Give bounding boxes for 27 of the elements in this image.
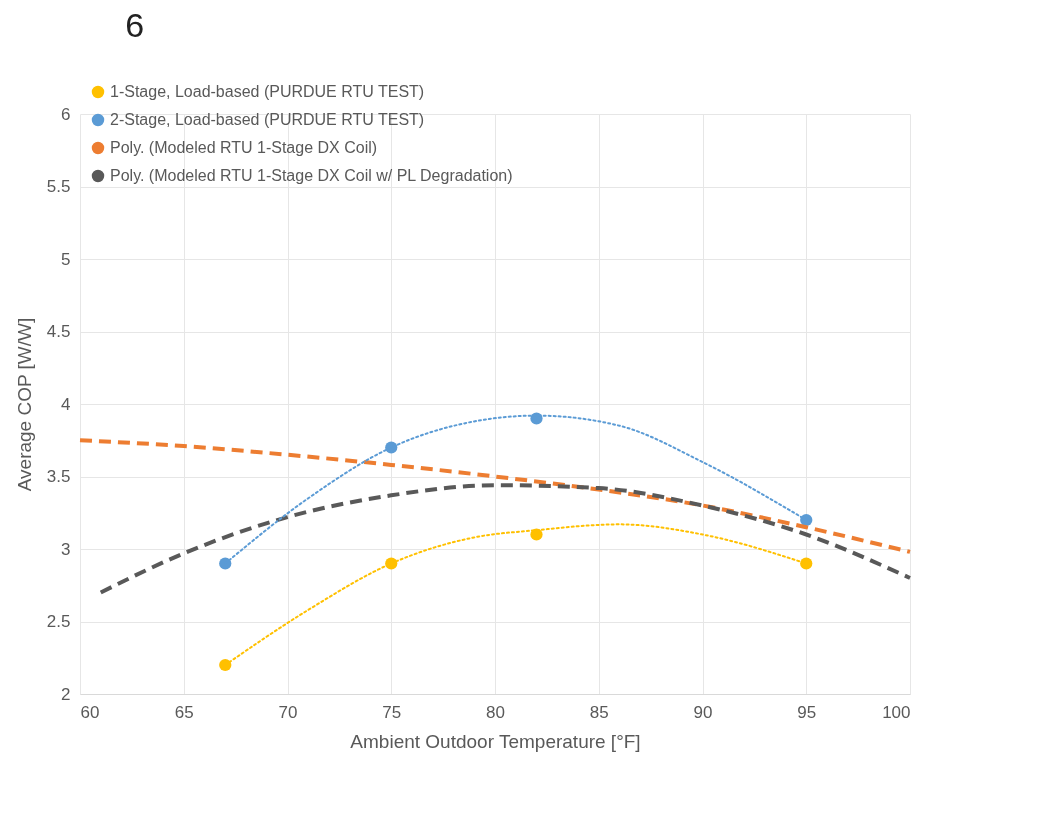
- x-axis-title: Ambient Outdoor Temperature [°F]: [350, 730, 641, 752]
- x-tick-label: 85: [589, 702, 609, 722]
- text: 6: [125, 6, 145, 44]
- legend-label: 2-Stage, Load-based (PURDUE RTU TEST): [110, 111, 425, 128]
- y-tick-label: 2: [61, 684, 71, 704]
- y-tick-label: 5.5: [46, 177, 71, 196]
- legend-label: Poly. (Modeled RTU 1-Stage DX Coil w/ PL Degradation): [110, 167, 513, 184]
- x-tick-label: 65: [174, 702, 194, 722]
- x-tick-label: 60: [80, 702, 100, 722]
- legend-label: 1-Stage, Load-based (PURDUE RTU TEST): [110, 83, 425, 100]
- y-tick-label: 4.5: [46, 322, 71, 341]
- legend-label: Poly. (Modeled RTU 1-Stage DX Coil): [110, 139, 378, 156]
- x-tick-label: 95: [797, 702, 817, 722]
- line-series: [78, 438, 912, 554]
- x-tick-label: 80: [486, 702, 505, 722]
- x-tick-label: 90: [693, 702, 713, 722]
- x-tick-label: 75: [382, 702, 402, 722]
- x-tick-label: 100: [882, 702, 911, 722]
- y-tick-label: 3: [61, 539, 71, 559]
- x-tick-label: 70: [278, 702, 298, 722]
- y-axis-title: Average COP [W/W]: [13, 317, 35, 492]
- y-tick-label: 2.5: [46, 612, 71, 631]
- y-tick-label: 6: [61, 104, 71, 124]
- y-tick-label: 4: [61, 394, 71, 414]
- y-tick-label: 3.5: [46, 467, 71, 486]
- y-tick-label: 5: [61, 249, 71, 269]
- line-series: [98, 483, 912, 595]
